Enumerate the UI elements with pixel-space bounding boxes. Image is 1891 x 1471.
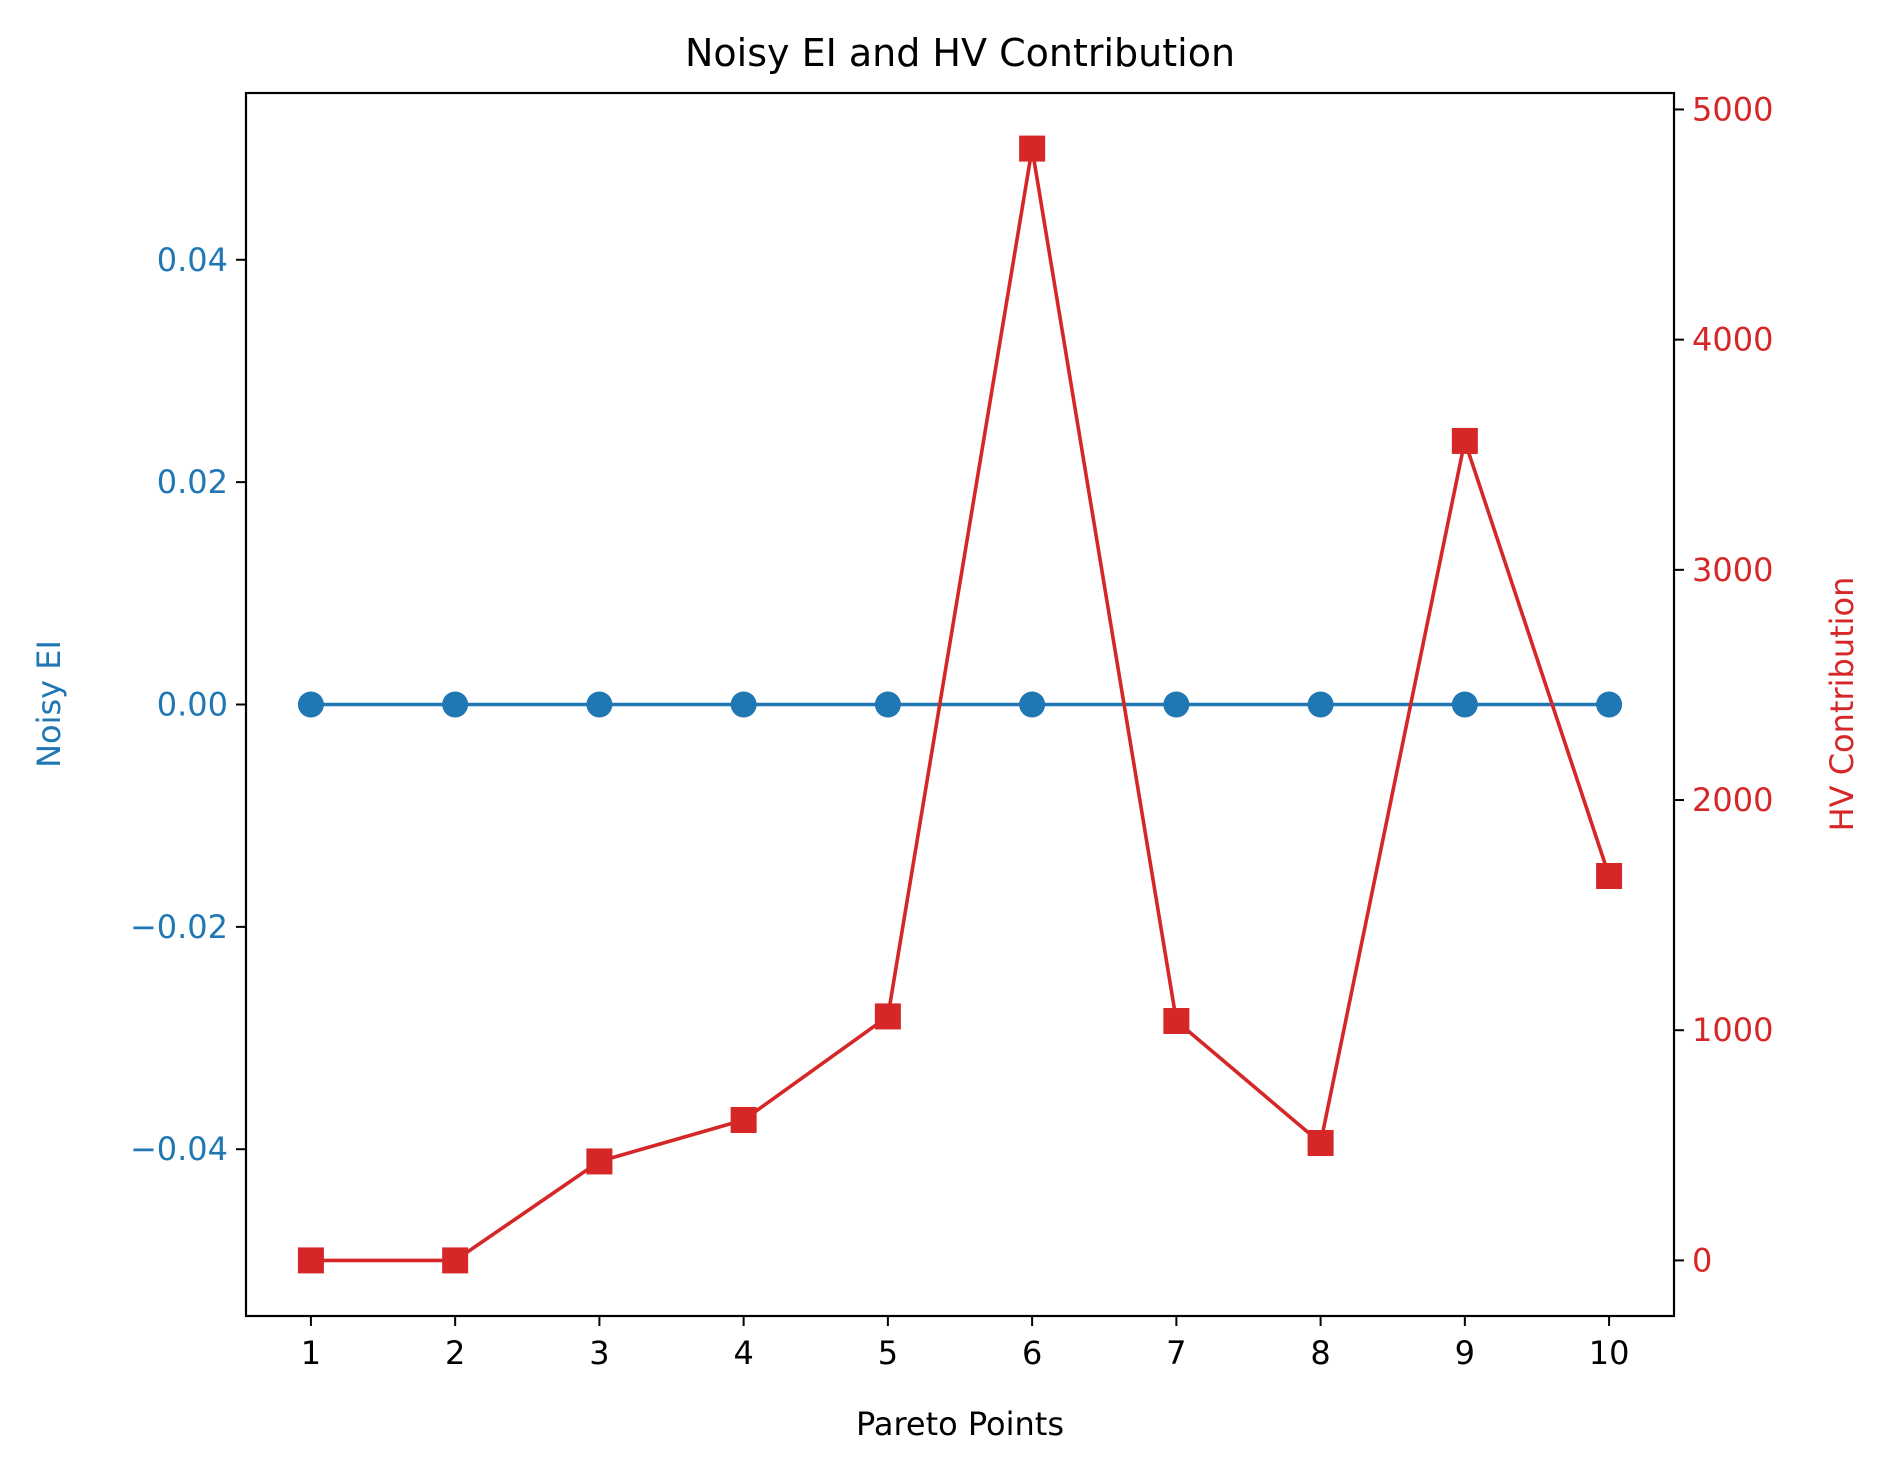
x-tick-label: 4 [733,1334,753,1372]
y-axis-left-label: Noisy EI [30,640,68,768]
noisy-ei-point [297,691,324,718]
y-left-tick-label: 0.04 [157,241,228,279]
x-tick-label: 5 [878,1334,898,1372]
x-tick-label: 10 [1589,1334,1630,1372]
hv-contribution-point [1307,1130,1334,1157]
noisy-ei-point [1596,691,1623,718]
hv-contribution-point [442,1247,469,1274]
plot-area [297,135,1623,1274]
y-axis-right-label: HV Contribution [1823,577,1861,832]
x-tick-label: 3 [589,1334,609,1372]
x-tick-label: 6 [1022,1334,1042,1372]
y-left-tick-label: −0.04 [130,1130,228,1168]
hv-contribution-point [1596,862,1623,889]
y-left-tick-label: 0.02 [157,463,228,501]
y-right-tick-label: 4000 [1692,321,1773,359]
x-axis-label: Pareto Points [856,1405,1064,1443]
hv-contribution-point [1451,427,1478,454]
noisy-ei-point [1307,691,1334,718]
hv-contribution-point [874,1003,901,1030]
noisy-ei-point [442,691,469,718]
hv-contribution-point [586,1148,613,1175]
noisy-ei-point [874,691,901,718]
y-left-tick-label: −0.02 [130,908,228,946]
y-right-tick-label: 2000 [1692,781,1773,819]
noisy-ei-point [1019,691,1046,718]
x-tick-label: 8 [1310,1334,1330,1372]
x-tick-label: 9 [1455,1334,1475,1372]
x-tick-label: 2 [445,1334,465,1372]
x-tick-label: 1 [301,1334,321,1372]
y-right-tick-label: 3000 [1692,551,1773,589]
noisy-ei-point [1163,691,1190,718]
y-left-tick-label: 0.00 [157,686,228,724]
hv-contribution-line [310,146,1611,1263]
noisy-ei-point [1451,691,1478,718]
hv-contribution-point [1163,1008,1190,1035]
x-tick-label: 7 [1166,1334,1186,1372]
y-right-tick-label: 1000 [1692,1011,1773,1049]
noisy-ei-point [586,691,613,718]
chart-title: Noisy EI and HV Contribution [685,31,1235,75]
axis-ticks: 1 2 3 4 5 6 7 8 9 10 −0.04 −0.02 0.00 0.02 0.04 0 1000 20… [130,90,1774,1372]
hv-contribution-point [297,1247,324,1274]
y-right-tick-label: 0 [1692,1241,1712,1279]
y-right-tick-label: 5000 [1692,90,1773,128]
noisy-ei-point [730,691,757,718]
hv-contribution-point [1019,135,1046,162]
hv-contribution-point [730,1106,757,1133]
